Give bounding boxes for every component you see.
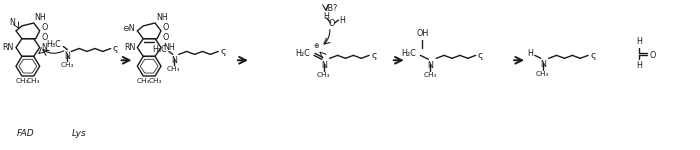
Text: CH₃: CH₃ <box>317 72 330 78</box>
Text: RN: RN <box>124 43 135 52</box>
Text: CH₃: CH₃ <box>424 72 437 78</box>
Text: H: H <box>636 37 643 46</box>
Text: CH₃: CH₃ <box>15 78 29 84</box>
Text: NH: NH <box>163 43 175 52</box>
Text: CH₃: CH₃ <box>167 66 181 72</box>
Text: H: H <box>527 49 533 58</box>
Text: H: H <box>323 12 329 21</box>
Text: NH: NH <box>35 13 46 22</box>
Text: O: O <box>163 33 169 42</box>
Text: ⊖N: ⊖N <box>122 24 135 33</box>
Text: ⊕: ⊕ <box>313 44 319 50</box>
Text: CH₃: CH₃ <box>536 71 550 77</box>
Text: CH₃: CH₃ <box>60 62 74 68</box>
Text: N: N <box>428 61 433 70</box>
Text: N: N <box>42 43 48 52</box>
Text: N: N <box>64 52 70 62</box>
Text: ς: ς <box>371 51 377 60</box>
Text: O: O <box>163 23 169 32</box>
Text: CH₃: CH₃ <box>136 78 150 84</box>
Text: N: N <box>9 18 15 27</box>
Text: H₃C: H₃C <box>47 40 62 49</box>
Text: ς: ς <box>477 51 483 60</box>
Text: N: N <box>540 60 546 69</box>
Text: FAD: FAD <box>17 129 35 138</box>
Text: H: H <box>636 61 643 70</box>
Text: N: N <box>171 56 177 65</box>
Text: CH₃: CH₃ <box>148 78 162 84</box>
Text: H: H <box>340 16 345 25</box>
Text: H₂C: H₂C <box>295 49 310 58</box>
Text: O: O <box>42 23 48 32</box>
Text: H₂C: H₂C <box>402 49 416 58</box>
Text: RN: RN <box>3 43 14 52</box>
Text: OH: OH <box>416 29 428 38</box>
Text: ς: ς <box>113 44 118 53</box>
Text: O: O <box>650 51 656 60</box>
Text: O: O <box>42 33 48 42</box>
Text: O: O <box>328 20 335 28</box>
Text: NH: NH <box>156 13 168 22</box>
Text: ς: ς <box>220 47 225 56</box>
Text: Lys: Lys <box>72 129 87 138</box>
Text: :B?: :B? <box>326 4 338 13</box>
Text: ς: ς <box>590 51 596 60</box>
Text: CH₃: CH₃ <box>27 78 41 84</box>
Text: N: N <box>321 61 327 70</box>
Text: H₃C: H₃C <box>152 45 167 54</box>
